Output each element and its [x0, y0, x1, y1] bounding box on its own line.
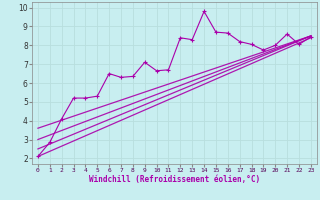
X-axis label: Windchill (Refroidissement éolien,°C): Windchill (Refroidissement éolien,°C): [89, 175, 260, 184]
